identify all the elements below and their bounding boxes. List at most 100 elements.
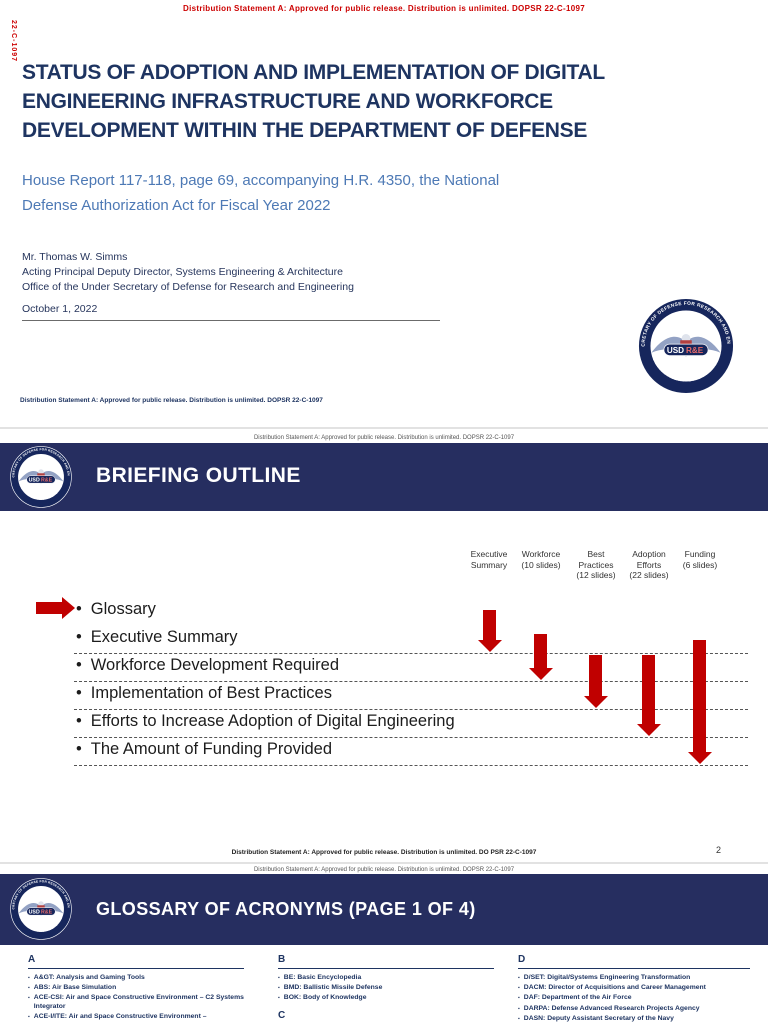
presenter-block: Mr. Thomas W. Simms Acting Principal Dep…	[22, 250, 354, 317]
glossary-item: A&GT: Analysis and Gaming Tools	[28, 974, 244, 983]
seal-acronym-usd: USD	[667, 346, 684, 355]
outline-item-glossary: Glossary	[76, 600, 156, 619]
glossary-column-header: B	[278, 954, 494, 969]
column-label-line: Summary	[470, 559, 508, 570]
flow-arrow-funding-icon	[687, 640, 712, 764]
outline-column-exec-summary: Executive Summary	[459, 549, 519, 570]
divider-line	[22, 320, 440, 321]
page-number: 2	[716, 845, 722, 855]
column-label-line: Executive	[470, 549, 508, 559]
glossary-item: DASN: Deputy Assistant Secretary of the …	[518, 1015, 750, 1024]
slide-title-line: DEVELOPMENT WITHIN THE DEPARTMENT OF DEF…	[22, 119, 588, 142]
slide-title-line: STATUS OF ADOPTION AND IMPLEMENTATION OF…	[22, 61, 605, 84]
column-label-line: (22 slides)	[629, 570, 669, 580]
outline-column-adoption-efforts: Adoption Efforts (22 slides)	[619, 549, 679, 581]
glossary-column-header: D	[518, 954, 750, 969]
outline-item-funding: The Amount of Funding Provided	[76, 740, 332, 759]
slide-header-band	[0, 874, 768, 945]
presenter-office: Office of the Under Secretary of Defense…	[22, 281, 354, 293]
column-label-line: Best	[587, 549, 605, 559]
glossary-item: DARPA: Defense Advanced Research Project…	[518, 1005, 750, 1014]
outline-item-workforce: Workforce Development Required	[76, 656, 339, 675]
glossary-item: DAF: Department of the Air Force	[518, 994, 750, 1003]
glossary-item: ACE-I/ITE: Air and Space Constructive En…	[28, 1013, 244, 1022]
glossary-item: BOK: Body of Knowledge	[278, 994, 494, 1003]
slide-subtitle-line: Defense Authorization Act for Fiscal Yea…	[22, 197, 331, 214]
column-label-line: Efforts	[636, 559, 662, 570]
presenter-name: Mr. Thomas W. Simms	[22, 251, 128, 263]
distribution-statement-top: Distribution Statement A: Approved for p…	[183, 4, 585, 13]
glossary-column-d: D D/SET: Digital/Systems Engineering Tra…	[518, 954, 750, 1024]
flow-arrow-adoption-icon	[636, 655, 661, 736]
side-vertical-code: 22-C-1097	[10, 20, 17, 63]
distribution-statement-top: Distribution Statement A: Approved for p…	[253, 867, 515, 873]
glossary-item-text: A&GT: Analysis and Gaming Tools	[33, 974, 145, 981]
glossary-item-text: DASN: Deputy Assistant Secretary of the …	[523, 1014, 674, 1022]
seal-acronym-re: R&E	[41, 478, 53, 484]
seal-acronym-re: R&E	[686, 346, 704, 355]
glossary-item: D/SET: Digital/Systems Engineering Trans…	[518, 974, 750, 983]
glossary-item-text: BMD: Ballistic Missile Defense	[283, 984, 383, 992]
column-label-line: (10 slides)	[521, 559, 561, 570]
glossary-item-text: DAF: Department of the Air Force	[523, 994, 632, 1002]
outline-column-workforce: Workforce (10 slides)	[511, 549, 571, 570]
usdre-seal-icon: UNDER SECRETARY OF DEFENSE FOR RESEARCH …	[9, 875, 72, 940]
slide-title: STATUS OF ADOPTION AND IMPLEMENTATION OF…	[22, 58, 605, 145]
dashed-guide-line	[74, 681, 748, 682]
glossary-column-header: A	[28, 954, 244, 969]
glossary-column-b: B BE: Basic Encyclopedia BMD: Ballistic …	[278, 954, 494, 1024]
glossary-item-text: D/SET: Digital/Systems Engineering Trans…	[523, 974, 691, 981]
flow-arrow-workforce-icon	[528, 634, 553, 680]
glossary-item: ACE-CSI: Air and Space Constructive Envi…	[28, 994, 244, 1011]
slide-subtitle: House Report 117-118, page 69, accompany…	[22, 168, 499, 218]
glossary-item-text: BOK: Body of Knowledge	[283, 994, 367, 1002]
outline-item-executive-summary: Executive Summary	[76, 628, 238, 647]
slide-subtitle-line: House Report 117-118, page 69, accompany…	[22, 172, 500, 189]
outline-item-best-practices: Implementation of Best Practices	[76, 684, 332, 703]
slide-title-page: Distribution Statement A: Approved for p…	[0, 0, 768, 427]
usdre-seal-icon: UNDER SECRETARY OF DEFENSE FOR RESEARCH …	[9, 443, 72, 508]
distribution-statement-footer: Distribution Statement A: Approved for p…	[20, 397, 323, 404]
slide-title-line: ENGINEERING INFRASTRUCTURE AND WORKFORCE	[22, 90, 553, 113]
usdre-seal-logo: UNDER SECRETARY OF DEFENSE FOR RESEARCH …	[9, 443, 72, 508]
glossary-item-text: ACE-CSI: Air and Space Constructive Envi…	[33, 994, 244, 1010]
slide-header-title: GLOSSARY OF ACRONYMS (PAGE 1 OF 4)	[96, 899, 476, 919]
column-label-line: (12 slides)	[576, 570, 616, 580]
outline-item-adoption: Efforts to Increase Adoption of Digital …	[76, 712, 455, 731]
glossary-column-header: C	[278, 1010, 494, 1024]
briefing-date: October 1, 2022	[22, 303, 98, 315]
distribution-statement-top: Distribution Statement A: Approved for p…	[253, 435, 515, 441]
slide-header-title: BRIEFING OUTLINE	[96, 464, 301, 487]
glossary-pointer-arrow-icon	[36, 597, 75, 619]
glossary-item-text: ACE-I/ITE: Air and Space Constructive En…	[33, 1013, 207, 1021]
glossary-item: BE: Basic Encyclopedia	[278, 974, 494, 983]
usdre-seal-logo: UNDER SECRETARY OF DEFENSE FOR RESEARCH …	[9, 875, 72, 940]
glossary-item-text: DACM: Director of Acquisitions and Caree…	[523, 984, 706, 992]
glossary-item-text: ABS: Air Base Simulation	[33, 984, 117, 992]
glossary-column-a: A A&GT: Analysis and Gaming Tools ABS: A…	[28, 954, 244, 1023]
outline-column-funding: Funding (6 slides)	[670, 549, 730, 570]
seal-acronym-re: R&E	[41, 910, 53, 916]
seal-acronym-usd: USD	[29, 478, 40, 484]
column-label-line: (6 slides)	[682, 559, 718, 570]
column-label-line: Adoption	[632, 549, 666, 559]
column-label-line: Funding	[684, 549, 716, 559]
dashed-guide-line	[74, 765, 748, 766]
page-separator	[0, 427, 768, 429]
glossary-item: BMD: Ballistic Missile Defense	[278, 984, 494, 993]
page-separator	[0, 862, 768, 864]
dashed-guide-line	[74, 653, 748, 654]
flow-arrow-exec-summary-icon	[477, 610, 502, 652]
usdre-seal-icon: UNDER SECRETARY OF DEFENSE FOR RESEARCH …	[636, 294, 734, 394]
glossary-item: DACM: Director of Acquisitions and Caree…	[518, 984, 750, 993]
outline-column-best-practices: Best Practices (12 slides)	[566, 549, 626, 581]
usdre-seal-logo: UNDER SECRETARY OF DEFENSE FOR RESEARCH …	[636, 294, 734, 394]
slide-header-band	[0, 443, 768, 511]
column-label-line: Practices	[578, 559, 614, 570]
glossary-item-text: BE: Basic Encyclopedia	[283, 974, 362, 981]
presenter-role: Acting Principal Deputy Director, System…	[22, 266, 343, 278]
dashed-guide-line	[74, 737, 748, 738]
glossary-item-text: DARPA: Defense Advanced Research Project…	[523, 1004, 700, 1012]
seal-acronym-usd: USD	[29, 910, 40, 916]
